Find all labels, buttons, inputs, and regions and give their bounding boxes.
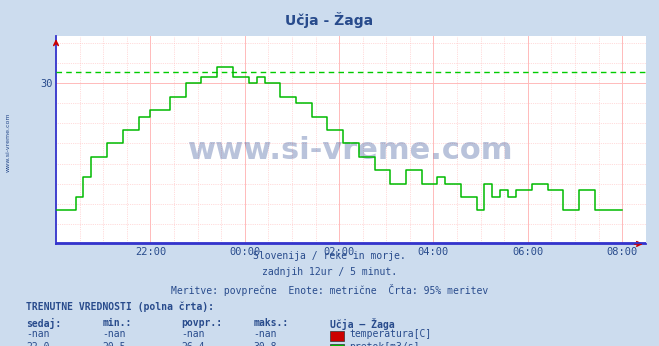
- Text: temperatura[C]: temperatura[C]: [349, 329, 432, 339]
- Text: -nan: -nan: [181, 329, 205, 339]
- Text: min.:: min.:: [102, 318, 132, 328]
- Text: sedaj:: sedaj:: [26, 318, 61, 329]
- Text: zadnjih 12ur / 5 minut.: zadnjih 12ur / 5 minut.: [262, 267, 397, 277]
- Text: pretok[m3/s]: pretok[m3/s]: [349, 342, 420, 346]
- Text: povpr.:: povpr.:: [181, 318, 222, 328]
- Text: -nan: -nan: [254, 329, 277, 339]
- Text: maks.:: maks.:: [254, 318, 289, 328]
- Text: www.si-vreme.com: www.si-vreme.com: [6, 112, 11, 172]
- Text: Slovenija / reke in morje.: Slovenija / reke in morje.: [253, 251, 406, 261]
- Text: Meritve: povprečne  Enote: metrične  Črta: 95% meritev: Meritve: povprečne Enote: metrične Črta:…: [171, 284, 488, 296]
- Text: 30,8: 30,8: [254, 342, 277, 346]
- Text: Učja – Žaga: Učja – Žaga: [330, 318, 394, 330]
- Text: 22,0: 22,0: [26, 342, 50, 346]
- Text: -nan: -nan: [102, 329, 126, 339]
- Text: www.si-vreme.com: www.si-vreme.com: [188, 136, 513, 165]
- Text: 26,4: 26,4: [181, 342, 205, 346]
- Text: TRENUTNE VREDNOSTI (polna črta):: TRENUTNE VREDNOSTI (polna črta):: [26, 302, 214, 312]
- Text: -nan: -nan: [26, 329, 50, 339]
- Text: Učja - Žaga: Učja - Žaga: [285, 12, 374, 28]
- Text: 20,5: 20,5: [102, 342, 126, 346]
